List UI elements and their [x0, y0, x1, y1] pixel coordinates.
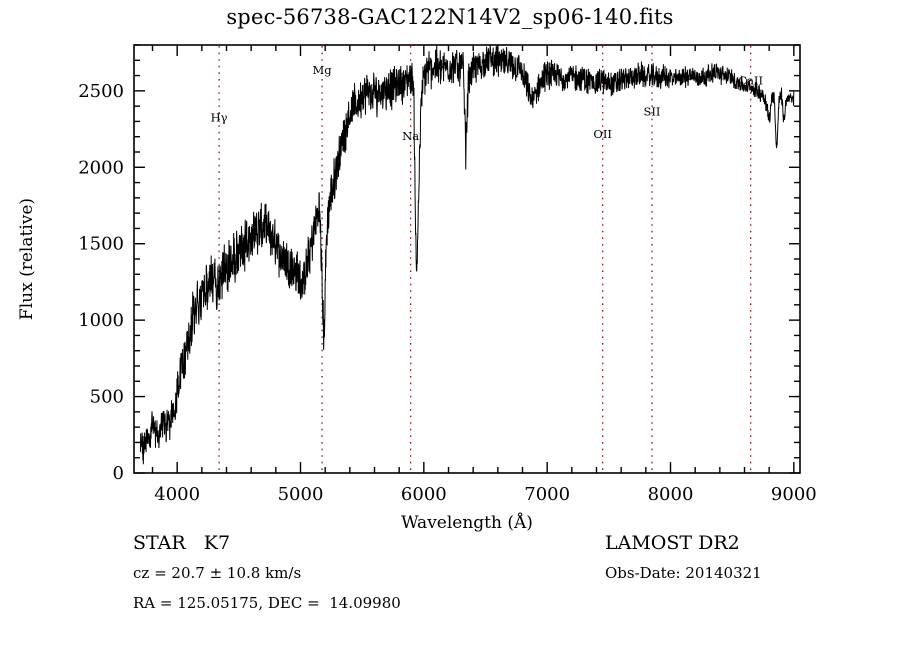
metadata-right-column: LAMOST DR2 Obs-Date: 20140321: [605, 528, 895, 588]
obs-date-label: Obs-Date: 20140321: [605, 564, 762, 582]
spectral-line-label: Mg: [313, 63, 333, 77]
y-axis-title: Flux (relative): [17, 198, 37, 320]
metadata-footer: STAR K7 cz = 20.7 ± 10.8 km/s RA = 125.0…: [0, 528, 900, 648]
spectral-line-label: Na: [402, 129, 419, 143]
coordinates-label: RA = 125.05175, DEC = 14.09980: [133, 594, 401, 612]
spectral-line-label: SII: [644, 104, 661, 118]
x-axis-tick-label: 8000: [648, 484, 694, 505]
y-axis-tick-label: 1000: [78, 310, 124, 331]
survey-label: LAMOST DR2: [605, 532, 740, 554]
redshift-label: cz = 20.7 ± 10.8 km/s: [133, 564, 302, 582]
spectral-line-label: Hγ: [211, 110, 228, 124]
object-type-label: STAR K7: [133, 532, 231, 554]
page-title: spec-56738-GAC122N14V2_sp06-140.fits: [226, 5, 674, 29]
x-axis-tick-label: 6000: [401, 484, 447, 505]
spectrum-trace: [139, 45, 795, 465]
x-axis-tick-label: 9000: [771, 484, 817, 505]
x-axis-tick-label: 5000: [278, 484, 324, 505]
y-axis-tick-label: 2000: [78, 157, 124, 178]
y-axis-tick-label: 500: [90, 387, 124, 408]
x-axis-tick-label: 4000: [154, 484, 200, 505]
x-axis-title: Wavelength (Å): [401, 512, 533, 533]
y-axis-tick-label: 0: [113, 463, 124, 484]
x-axis-tick-label: 7000: [524, 484, 570, 505]
spectral-line-label: OII: [593, 127, 612, 141]
metadata-left-column: STAR K7 cz = 20.7 ± 10.8 km/s RA = 125.0…: [133, 528, 553, 618]
y-axis-tick-label: 1500: [78, 234, 124, 255]
y-axis-tick-label: 2500: [78, 81, 124, 102]
